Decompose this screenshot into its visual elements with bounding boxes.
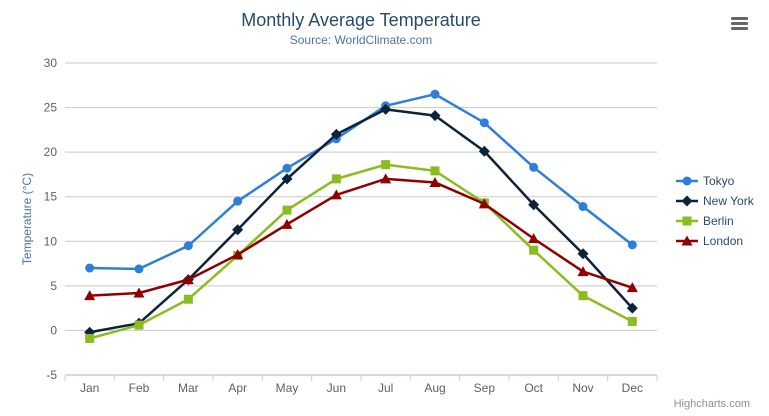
series-london[interactable] [84, 173, 638, 301]
data-point-london[interactable] [232, 249, 244, 260]
y-axis-title: Temperature (°C) [20, 172, 34, 266]
data-point-berlin[interactable] [331, 174, 341, 184]
x-tick-label: May [276, 381, 299, 395]
data-point-tokyo[interactable] [430, 89, 440, 99]
data-point-london[interactable] [330, 189, 342, 200]
chart-title: Monthly Average Temperature [241, 10, 481, 30]
x-tick-label: Mar [178, 381, 199, 395]
data-point-new-york[interactable] [528, 199, 540, 211]
x-tick-label: Nov [572, 381, 593, 395]
legend-item-tokyo[interactable]: Tokyo [676, 172, 754, 190]
series-new-york[interactable] [84, 103, 638, 338]
data-point-tokyo[interactable] [529, 162, 539, 172]
export-menu-button[interactable] [727, 13, 751, 33]
y-tick-label: 5 [50, 279, 57, 293]
data-point-london[interactable] [478, 198, 490, 209]
data-point-london[interactable] [577, 266, 589, 277]
data-point-tokyo[interactable] [183, 241, 193, 251]
legend-marker-circle-icon [676, 176, 698, 186]
data-point-london[interactable] [380, 173, 392, 184]
data-point-london[interactable] [528, 233, 540, 244]
data-point-tokyo[interactable] [282, 163, 292, 173]
y-tick-label: 30 [44, 56, 58, 70]
y-tick-label: 20 [44, 145, 58, 159]
data-point-berlin[interactable] [134, 320, 144, 330]
x-tick-label: Aug [424, 381, 445, 395]
data-point-new-york[interactable] [232, 224, 244, 236]
data-point-tokyo[interactable] [479, 118, 489, 128]
data-point-new-york[interactable] [281, 173, 293, 185]
x-tick-label: Feb [129, 381, 150, 395]
x-tick-label: Dec [622, 381, 643, 395]
data-point-tokyo[interactable] [134, 264, 144, 274]
series-line-new-york [88, 108, 634, 334]
data-point-new-york[interactable] [478, 145, 490, 157]
legend-marker-diamond-icon [676, 195, 698, 207]
credits-link[interactable]: Highcharts.com [673, 398, 750, 410]
data-point-berlin[interactable] [381, 160, 391, 170]
data-point-new-york[interactable] [577, 248, 589, 260]
data-point-new-york[interactable] [429, 110, 441, 122]
y-tick-label: 10 [44, 234, 58, 248]
chart-subtitle: Source: WorldClimate.com [289, 33, 433, 47]
series-tokyo[interactable] [85, 89, 637, 274]
data-point-tokyo[interactable] [578, 202, 588, 212]
legend-label: New York [703, 194, 754, 208]
data-point-tokyo[interactable] [627, 240, 637, 250]
data-point-london[interactable] [429, 176, 441, 187]
data-point-new-york[interactable] [330, 128, 342, 140]
y-tick-label: 15 [44, 190, 58, 204]
legend-label: London [703, 234, 744, 248]
data-point-new-york[interactable] [626, 302, 638, 314]
x-tick-label: Jun [327, 381, 346, 395]
x-tick-label: Apr [228, 381, 247, 395]
series-line-london [88, 177, 634, 297]
data-point-tokyo[interactable] [85, 263, 95, 273]
series-line-tokyo [88, 92, 634, 271]
legend-label: Tokyo [703, 174, 735, 188]
legend-label: Berlin [703, 214, 734, 228]
data-point-berlin[interactable] [282, 205, 292, 215]
y-tick-label: -5 [46, 368, 57, 382]
data-point-berlin[interactable] [529, 245, 539, 255]
data-point-london[interactable] [626, 282, 638, 293]
y-tick-label: 25 [44, 101, 58, 115]
data-point-berlin[interactable] [85, 333, 95, 343]
x-tick-label: Sep [474, 381, 496, 395]
x-tick-label: Jan [80, 381, 99, 395]
legend-marker-square-icon [676, 216, 698, 226]
data-point-london[interactable] [84, 290, 96, 301]
data-point-berlin[interactable] [578, 291, 588, 301]
x-tick-label: Oct [524, 381, 543, 395]
legend-item-new-york[interactable]: New York [676, 192, 754, 210]
y-tick-label: 0 [50, 323, 57, 337]
hamburger-menu-icon [730, 26, 748, 30]
data-point-new-york[interactable] [380, 103, 392, 115]
data-point-tokyo[interactable] [233, 196, 243, 206]
legend-item-berlin[interactable]: Berlin [676, 212, 754, 230]
hamburger-menu-icon [730, 21, 748, 25]
legend-item-london[interactable]: London [676, 232, 754, 250]
data-point-berlin[interactable] [183, 294, 193, 304]
x-tick-label: Jul [378, 381, 393, 395]
data-point-london[interactable] [281, 218, 293, 229]
data-point-london[interactable] [182, 274, 194, 285]
legend: Tokyo New York Berlin London [676, 172, 754, 250]
data-point-berlin[interactable] [430, 166, 440, 176]
series-line-berlin [88, 163, 634, 340]
data-point-london[interactable] [133, 287, 145, 298]
hamburger-menu-icon [730, 16, 748, 20]
legend-marker-triangle-icon [676, 235, 698, 246]
data-point-berlin[interactable] [627, 317, 637, 327]
